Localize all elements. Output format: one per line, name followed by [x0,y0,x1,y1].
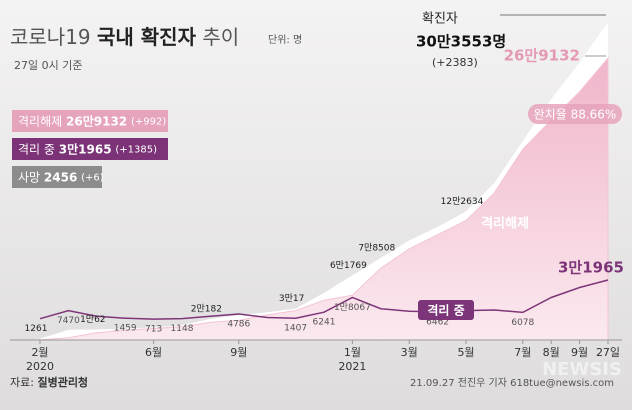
credit: 21.09.27 전진우 기자 618tue@newsis.com [410,377,614,389]
title-part: 추이 [202,25,239,49]
legend-entry: 격리 중 3만1965 (+1385) [18,141,157,156]
legend-change: (+6) [81,173,104,184]
callout-value: 30만3553명 [416,33,506,51]
isolating-line [39,279,609,320]
value-label: 1만8067 [334,302,371,313]
x-tick-label: 3월 [401,346,418,359]
year-label: 2020 [26,360,54,373]
year-label: 2021 [338,360,366,373]
value-label: 1261 [25,324,48,334]
value-label: 12만2634 [441,196,484,207]
recovery-rate: 완치율 88.66% [534,108,617,122]
value-label: 26만9132 [504,47,580,65]
callout-label: 확진자 [422,12,458,27]
value-label: 7470 [57,316,80,326]
unit: 단위: 명 [268,33,302,46]
recovery-pill [528,104,622,124]
legend-label: 사망 [18,170,40,184]
series-pill [418,300,474,320]
subtitle: 27일 0시 기준 [14,58,82,72]
value-label: 3만1965 [558,259,624,277]
source: 자료: 질병관리청 [10,375,88,389]
legend-value: 3만1965 [59,141,112,156]
value-label: 6만1769 [330,260,367,271]
legend-change: (+992) [131,117,166,128]
value-label: 713 [145,325,162,335]
title-part: 국내 확진자 [97,25,197,49]
x-tick-label: 6월 [145,346,162,359]
x-tick-label: 7월 [514,346,531,359]
value-label: 4786 [227,320,250,330]
x-tick-label: 9월 [571,346,588,359]
x-tick-label: 27일 [596,345,620,359]
x-tick-label: 9월 [230,346,247,359]
x-tick-label: 8월 [543,346,560,359]
value-label: 1407 [284,324,307,334]
source-name: 질병관리청 [37,375,88,389]
legend-label: 격리해제 [18,114,62,128]
value-label: 7만8508 [358,242,395,253]
value-label: 1만62 [80,314,105,325]
callout-change: (+2383) [432,56,478,69]
legend-box [12,166,102,188]
legend-entry: 격리해제 26만9132 (+992) [18,113,166,128]
x-tick-label: 5월 [457,346,474,359]
area-label: 격리해제 [481,216,529,232]
value-label: 6462 [426,317,449,327]
value-label: 6078 [511,318,534,328]
title-part: 코로나19 [10,25,91,49]
value-label: 1459 [114,324,137,334]
value-label: 6241 [313,318,336,328]
watermark: NEWSIS [542,359,622,380]
legend-label: 격리 중 [18,142,55,156]
legend-box [12,138,168,160]
legend-value: 26만9132 [66,113,127,128]
x-tick-label: 2월 [31,346,48,359]
legend-box [12,110,168,132]
chart-title: 코로나19 국내 확진자 추이 [10,25,239,49]
series-label: 격리 중 [427,303,464,318]
legend-value: 2456 [44,170,77,184]
value-label: 1148 [171,324,194,334]
value-label: 3만17 [279,293,304,304]
legend-entry: 사망 2456 (+6) [18,170,104,184]
value-label: 2만182 [191,303,222,314]
x-tick-label: 1월 [344,346,361,359]
legend: 격리해제 26만9132 (+992) 격리 중 3만1965 (+1385) 사망… [12,110,168,188]
legend-change: (+1385) [115,145,157,156]
source-label: 자료: [10,376,34,389]
